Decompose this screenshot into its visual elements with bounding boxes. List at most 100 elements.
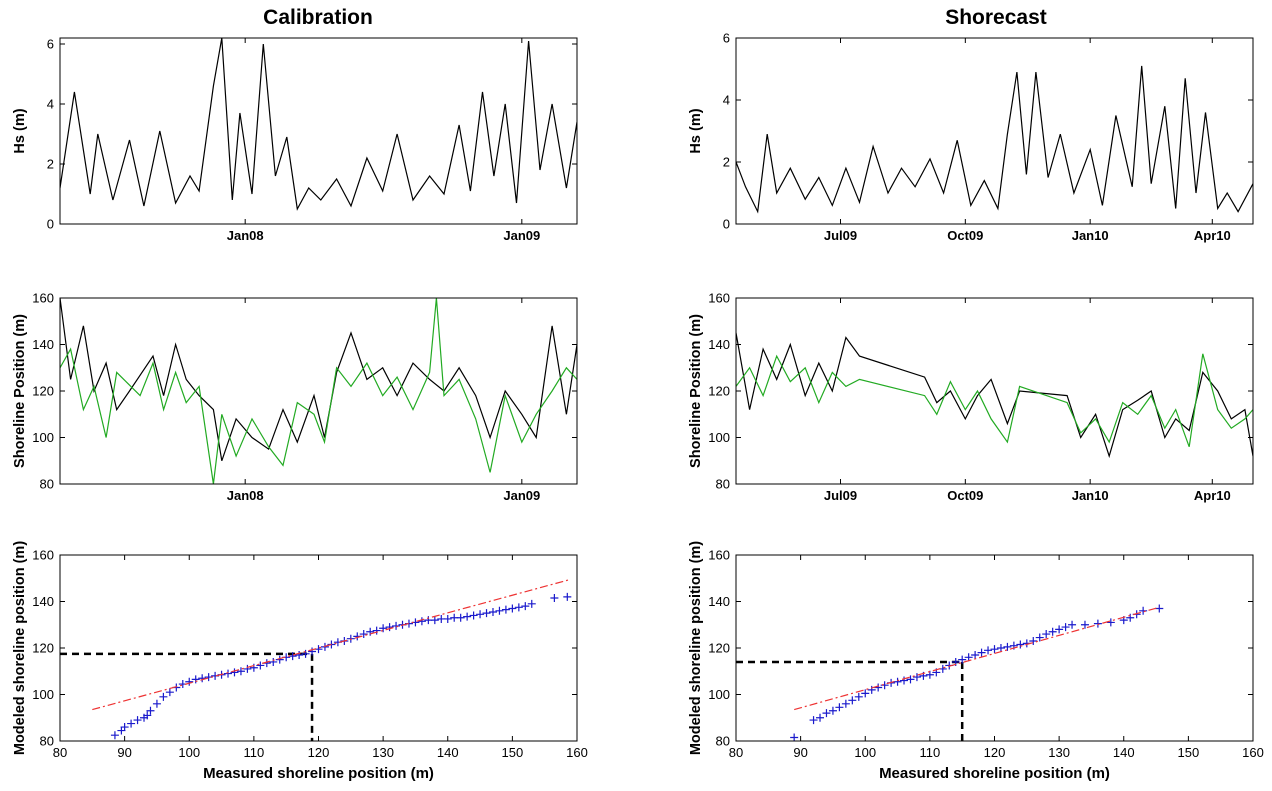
sc-shore-xtick-label: Oct09 (947, 488, 983, 503)
sc-hs-frame (735, 37, 1254, 225)
cal-scatter-xtick-label: 120 (308, 745, 330, 760)
sc-shore-ytick-label: 80 (716, 477, 730, 492)
cal-hs-frame (59, 37, 578, 225)
cal-hs-panel: 0 2 4 6 Jan08 Jan09 Hs (m) (12, 37, 578, 243)
sc-scatter-point (848, 696, 857, 705)
sc-scatter-point (971, 650, 980, 659)
cal-scatter-data (60, 578, 572, 741)
cal-scatter-point (469, 611, 478, 620)
sc-scatter-point (828, 706, 837, 715)
sc-shore-ylabel: Shoreline Position (m) (688, 314, 704, 468)
cal-scatter-point (185, 677, 194, 686)
sc-scatter-series-line-1 (794, 606, 1160, 711)
sc-hs-ytick-label: 0 (723, 217, 730, 232)
cal-shore-frame (59, 297, 578, 485)
sc-scatter-point (854, 692, 863, 701)
sc-scatter-point (996, 644, 1005, 652)
sc-hs-ytick-label: 2 (723, 155, 730, 170)
cal-scatter-point (392, 621, 401, 630)
sc-shore-ytick-label: 160 (708, 291, 730, 306)
sc-hs-ytick-label: 4 (723, 93, 730, 108)
cal-shore-ytick-label: 80 (40, 477, 54, 492)
sc-scatter-point (1042, 630, 1051, 639)
cal-scatter-point (501, 605, 510, 614)
sc-shore-series-line-0 (736, 332, 1253, 459)
cal-scatter-point (127, 719, 136, 728)
sc-hs-series-line-0 (736, 65, 1253, 214)
sc-scatter-data (736, 604, 1164, 741)
sc-scatter-frame (735, 554, 1254, 742)
cal-scatter-point (456, 613, 465, 622)
cal-scatter-point (495, 606, 504, 615)
cal-scatter-point (430, 616, 439, 625)
sc-scatter-point (1093, 619, 1102, 628)
sc-hs-panel: 0 2 4 6 Jul09 Oct09 Jan10 Apr10 Hs (m) (688, 31, 1254, 243)
cal-hs-ytick-label: 4 (47, 97, 54, 112)
cal-scatter-xtick-label: 90 (117, 745, 131, 760)
cal-shore-data (60, 298, 577, 484)
cal-scatter-point (152, 699, 161, 708)
sc-scatter-point (1080, 620, 1089, 629)
sc-shore-ytick-label: 100 (708, 430, 730, 445)
cal-scatter-ytick-label: 160 (32, 548, 54, 563)
sc-scatter-ytick-label: 100 (708, 687, 730, 702)
cal-scatter-point (417, 617, 426, 626)
cal-scatter-ytick-label: 80 (40, 734, 54, 749)
cal-scatter-xlabel: Measured shoreline position (m) (203, 765, 434, 782)
cal-shore-ytick-label: 160 (32, 291, 54, 306)
sc-scatter-point (1106, 618, 1115, 627)
cal-scatter-ytick-label: 100 (32, 687, 54, 702)
sc-scatter-ytick-label: 160 (708, 548, 730, 563)
sc-scatter-point (1126, 613, 1135, 622)
cal-scatter-point (443, 614, 452, 623)
cal-scatter-point (521, 602, 530, 611)
cal-scatter-xtick-label: 140 (437, 745, 459, 760)
cal-scatter-point (133, 716, 142, 725)
sc-scatter-ylabel: Modeled shoreline position (m) (688, 541, 704, 755)
cal-hs-data (60, 38, 577, 211)
cal-scatter-xtick-label: 80 (53, 745, 67, 760)
cal-scatter-point (514, 603, 523, 612)
cal-scatter-point (463, 612, 472, 621)
sc-shore-xtick-label: Jan10 (1072, 488, 1109, 503)
cal-scatter-point (476, 610, 485, 619)
sc-hs-data (736, 65, 1253, 214)
sc-scatter-point (835, 703, 844, 712)
cal-hs-ytick-label: 0 (47, 217, 54, 232)
sc-scatter-panel: 80 100 120 140 160 80 90 100 110 120 130 140 150 160 M… (688, 541, 1264, 782)
cal-scatter-point (269, 657, 278, 666)
shorecast-column-title: Shorecast (945, 6, 1047, 29)
cal-scatter-point (146, 706, 155, 715)
sc-shore-panel: 80 100 120 140 160 Jul09 Oct09 Jan10 Apr10 Shorel… (688, 291, 1254, 503)
sc-scatter-point (816, 713, 825, 722)
sc-scatter-point (984, 646, 993, 655)
sc-shore-series-line-1 (736, 353, 1253, 448)
cal-scatter-point (165, 688, 174, 697)
cal-scatter-point (527, 599, 536, 608)
cal-hs-series-line-0 (60, 38, 577, 211)
cal-scatter-point (230, 668, 239, 677)
sc-scatter-point (964, 653, 973, 662)
sc-scatter-xtick-label: 120 (984, 745, 1006, 760)
sc-scatter-point (1068, 620, 1077, 629)
cal-hs-ytick-label: 6 (47, 37, 54, 52)
sc-scatter-ytick-label: 140 (708, 594, 730, 609)
sc-hs-xtick-label: Jan10 (1072, 228, 1109, 243)
sc-scatter-point (790, 733, 799, 741)
cal-scatter-frame (59, 554, 578, 742)
sc-scatter-point (990, 645, 999, 654)
sc-scatter-point (867, 685, 876, 694)
cal-shore-series-line-1 (60, 298, 577, 484)
sc-scatter-xtick-label: 160 (1242, 745, 1264, 760)
sc-scatter-xtick-label: 150 (1178, 745, 1200, 760)
sc-scatter-xtick-label: 100 (854, 745, 876, 760)
sc-shore-xtick-label: Jul09 (824, 488, 857, 503)
cal-scatter-point (275, 655, 284, 664)
sc-shore-frame (735, 297, 1254, 485)
cal-scatter-point (385, 623, 394, 632)
sc-hs-ytick-label: 6 (723, 31, 730, 46)
cal-scatter-point (256, 661, 265, 670)
sc-scatter-xtick-label: 140 (1113, 745, 1135, 760)
cal-scatter-xtick-label: 110 (244, 745, 265, 760)
cal-scatter-point (224, 669, 233, 678)
